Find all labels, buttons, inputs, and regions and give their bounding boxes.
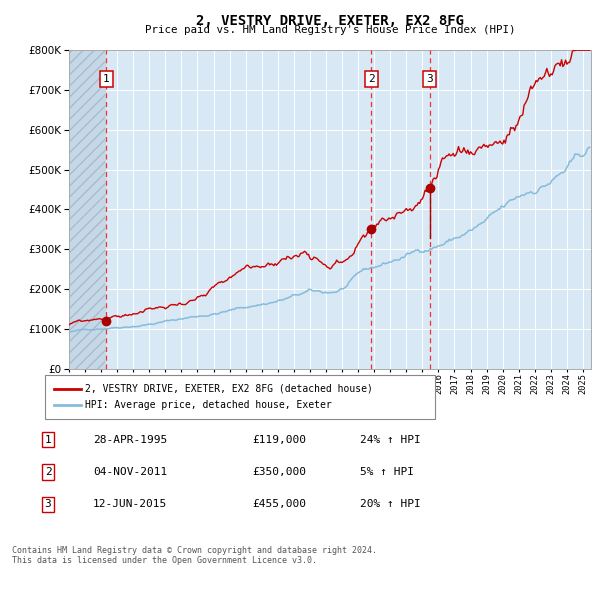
Text: 2, VESTRY DRIVE, EXETER, EX2 8FG: 2, VESTRY DRIVE, EXETER, EX2 8FG — [196, 14, 464, 28]
Text: £119,000: £119,000 — [252, 435, 306, 444]
Text: 3: 3 — [44, 500, 52, 509]
Text: £350,000: £350,000 — [252, 467, 306, 477]
Text: 24% ↑ HPI: 24% ↑ HPI — [360, 435, 421, 444]
Text: 1: 1 — [103, 74, 110, 84]
Text: 2: 2 — [44, 467, 52, 477]
Text: Contains HM Land Registry data © Crown copyright and database right 2024.
This d: Contains HM Land Registry data © Crown c… — [12, 546, 377, 565]
Text: 2: 2 — [368, 74, 375, 84]
Text: 20% ↑ HPI: 20% ↑ HPI — [360, 500, 421, 509]
Text: 3: 3 — [426, 74, 433, 84]
Text: 04-NOV-2011: 04-NOV-2011 — [93, 467, 167, 477]
Bar — [69, 50, 105, 369]
Text: 5% ↑ HPI: 5% ↑ HPI — [360, 467, 414, 477]
Text: 28-APR-1995: 28-APR-1995 — [93, 435, 167, 444]
Text: HPI: Average price, detached house, Exeter: HPI: Average price, detached house, Exet… — [85, 401, 332, 410]
Text: 1: 1 — [44, 435, 52, 444]
Bar — [69, 50, 105, 369]
Text: 12-JUN-2015: 12-JUN-2015 — [93, 500, 167, 509]
Text: Price paid vs. HM Land Registry's House Price Index (HPI): Price paid vs. HM Land Registry's House … — [145, 25, 515, 35]
Text: £455,000: £455,000 — [252, 500, 306, 509]
Text: 2, VESTRY DRIVE, EXETER, EX2 8FG (detached house): 2, VESTRY DRIVE, EXETER, EX2 8FG (detach… — [85, 384, 373, 394]
